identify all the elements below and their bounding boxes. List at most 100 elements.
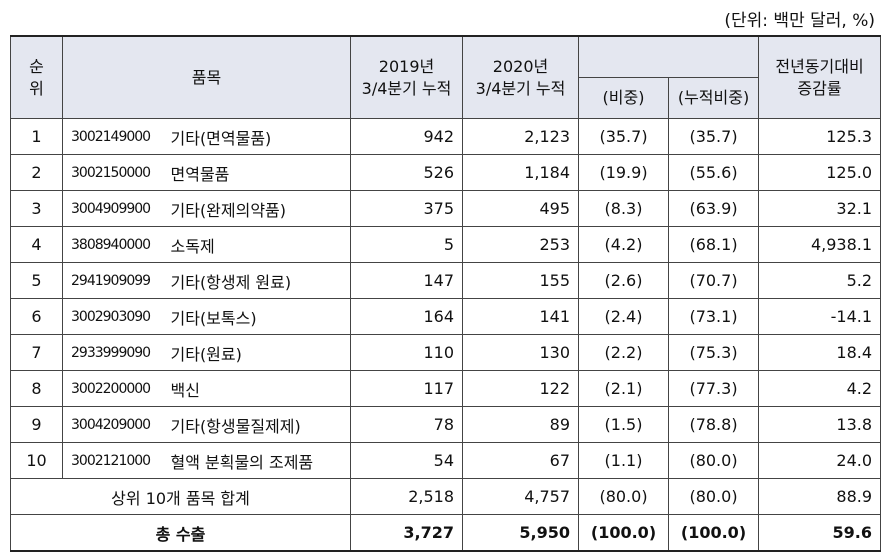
header-growth: 전년동기대비 증감률 (758, 35, 882, 119)
summary-label: 상위 10개 품목 합계 (9, 478, 352, 515)
share: (35.7) (578, 118, 670, 155)
value-2020: 67 (462, 442, 580, 479)
hs-code: 3808940000 (62, 226, 167, 263)
header-2019: 2019년 3/4분기 누적 (350, 35, 464, 119)
growth: 32.1 (758, 190, 882, 227)
hs-code: 2941909099 (62, 262, 167, 299)
rank: 9 (10, 406, 63, 443)
hs-code: 3002150000 (62, 154, 167, 191)
cum-share: (80.0) (668, 478, 760, 515)
cum-share: (100.0) (668, 514, 760, 552)
growth: 59.6 (758, 514, 882, 552)
value-2019: 54 (350, 442, 464, 479)
share: (1.5) (578, 406, 670, 443)
growth: 5.2 (758, 262, 882, 299)
value-2020: 495 (462, 190, 580, 227)
share: (4.2) (578, 226, 670, 263)
share: (80.0) (578, 478, 670, 515)
growth: 125.3 (758, 118, 882, 155)
item-name: 기타(원료) (166, 334, 352, 371)
value-2019: 164 (350, 298, 464, 335)
value-2019: 5 (350, 226, 464, 263)
header-rank: 순 위 (10, 35, 63, 119)
rank: 1 (10, 118, 63, 155)
value-2019: 526 (350, 154, 464, 191)
header-2020: 2020년 3/4분기 누적 (462, 35, 580, 119)
hs-code: 3004909900 (62, 190, 167, 227)
value-2019: 117 (350, 370, 464, 407)
cum-share: (78.8) (668, 406, 760, 443)
export-table: 순 위 품목 2019년 3/4분기 누적 2020년 3/4분기 누적 전년동… (9, 35, 882, 552)
share: (2.1) (578, 370, 670, 407)
growth: 88.9 (758, 478, 882, 515)
table-row: 3 3004909900 기타(완제의약품) 375 495 (8.3) (63.9) 32.… (10, 190, 882, 227)
table-row: 4 3808940000 소독제 5 253 (4.2) (68.1) 4,938.1 (10, 226, 882, 263)
growth: 18.4 (758, 334, 882, 371)
value-2020: 141 (462, 298, 580, 335)
hs-code: 3002121000 (62, 442, 167, 479)
share: (2.6) (578, 262, 670, 299)
item-name: 기타(보톡스) (166, 298, 352, 335)
share: (2.2) (578, 334, 670, 371)
rank: 2 (10, 154, 63, 191)
cum-share: (55.6) (668, 154, 760, 191)
table-row: 8 3002200000 백신 117 122 (2.1) (77.3) 4.2 (10, 370, 882, 407)
table-row: 10 3002121000 혈액 분획물의 조제품 54 67 (1.1) (80.0) 24… (10, 442, 882, 479)
growth: 4,938.1 (758, 226, 882, 263)
share: (8.3) (578, 190, 670, 227)
share: (1.1) (578, 442, 670, 479)
value-2019: 375 (350, 190, 464, 227)
rank: 6 (10, 298, 63, 335)
cum-share: (77.3) (668, 370, 760, 407)
value-2019: 110 (350, 334, 464, 371)
item-name: 혈액 분획물의 조제품 (166, 442, 352, 479)
rank: 4 (10, 226, 63, 263)
share: (19.9) (578, 154, 670, 191)
rank: 8 (10, 370, 63, 407)
share: (2.4) (578, 298, 670, 335)
item-name: 기타(완제의약품) (166, 190, 352, 227)
header-share: (비중) (578, 77, 670, 119)
cum-share: (63.9) (668, 190, 760, 227)
value-2020: 5,950 (462, 514, 580, 552)
hs-code: 3002903090 (62, 298, 167, 335)
value-2020: 130 (462, 334, 580, 371)
summary-row: 상위 10개 품목 합계 2,518 4,757 (80.0) (80.0) 88.9 (9, 478, 882, 515)
value-2020: 4,757 (462, 478, 580, 515)
table-row: 2 3002150000 면역물품 526 1,184 (19.9) (55.6) 125.0 (10, 154, 882, 191)
value-2020: 253 (462, 226, 580, 263)
header-blank (578, 35, 760, 78)
cum-share: (80.0) (668, 442, 760, 479)
table-row: 7 2933999090 기타(원료) 110 130 (2.2) (75.3) 18.4 (10, 334, 882, 371)
hs-code: 2933999090 (62, 334, 167, 371)
item-name: 백신 (166, 370, 352, 407)
value-2019: 3,727 (350, 514, 464, 552)
cum-share: (35.7) (668, 118, 760, 155)
table-row: 1 3002149000 기타(면역물품) 942 2,123 (35.7) (35.7) 1… (10, 118, 882, 155)
growth: 24.0 (758, 442, 882, 479)
growth: 4.2 (758, 370, 882, 407)
cum-share: (68.1) (668, 226, 760, 263)
item-name: 소독제 (166, 226, 352, 263)
cum-share: (75.3) (668, 334, 760, 371)
summary-label: 총 수출 (9, 514, 352, 552)
cum-share: (70.7) (668, 262, 760, 299)
value-2019: 78 (350, 406, 464, 443)
rank: 10 (10, 442, 63, 479)
table-row: 5 2941909099 기타(항생제 원료) 147 155 (2.6) (70.7) 5.… (10, 262, 882, 299)
hs-code: 3002149000 (62, 118, 167, 155)
value-2019: 2,518 (350, 478, 464, 515)
rank: 7 (10, 334, 63, 371)
header-cum-share: (누적비중) (668, 77, 760, 119)
table-row: 9 3004209000 기타(항생물질제제) 78 89 (1.5) (78.8) 13.8 (10, 406, 882, 443)
item-name: 기타(항생제 원료) (166, 262, 352, 299)
item-name: 기타(면역물품) (166, 118, 352, 155)
value-2019: 942 (350, 118, 464, 155)
table-row: 6 3002903090 기타(보톡스) 164 141 (2.4) (73.1) -14.1 (10, 298, 882, 335)
rank: 5 (10, 262, 63, 299)
value-2020: 89 (462, 406, 580, 443)
cum-share: (73.1) (668, 298, 760, 335)
unit-note: (단위: 백만 달러, %) (724, 11, 875, 31)
value-2020: 2,123 (462, 118, 580, 155)
share: (100.0) (578, 514, 670, 552)
